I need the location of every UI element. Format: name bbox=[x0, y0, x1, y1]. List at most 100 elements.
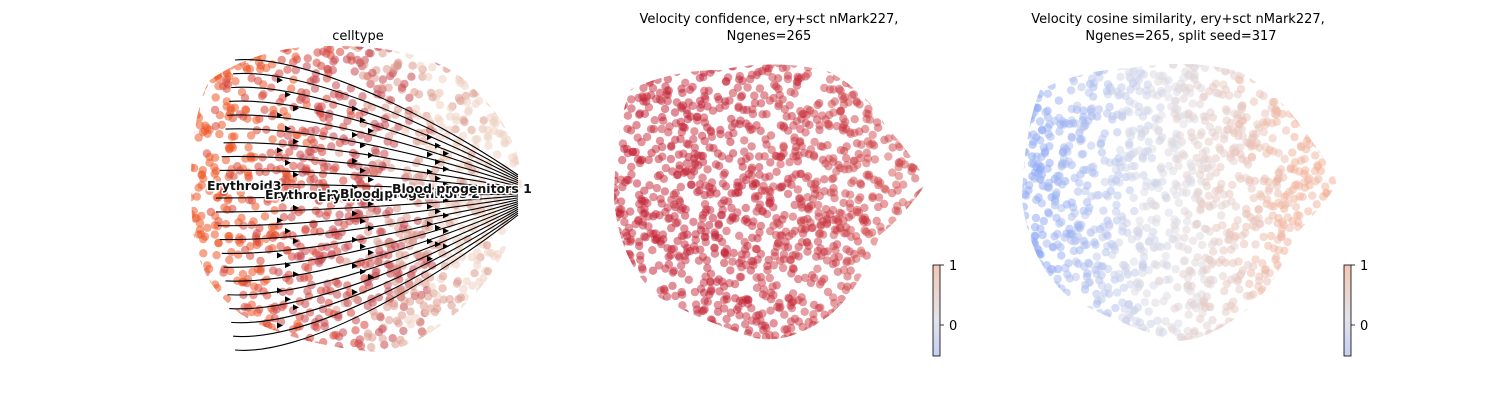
cosine-similarity-point bbox=[1086, 63, 1096, 71]
celltype-point bbox=[499, 116, 508, 125]
confidence-point bbox=[862, 109, 871, 118]
cosine-similarity-point bbox=[1309, 230, 1319, 239]
cosine-similarity-point bbox=[1052, 313, 1061, 322]
cosine-similarity-point bbox=[1064, 157, 1074, 166]
celltype-point bbox=[497, 129, 506, 139]
confidence-point bbox=[922, 331, 925, 340]
cosine-similarity-scatter bbox=[1022, 63, 1337, 349]
cosine-similarity-point bbox=[1322, 328, 1331, 337]
celltype-point bbox=[190, 277, 200, 286]
celltype-point bbox=[465, 62, 474, 71]
celltype-point bbox=[482, 241, 492, 250]
celltype-point bbox=[430, 307, 440, 317]
celltype-point bbox=[214, 55, 223, 64]
cosine-similarity-point bbox=[1319, 295, 1328, 304]
cosine-similarity-point bbox=[1245, 279, 1254, 289]
cosine-similarity-point bbox=[1335, 173, 1337, 182]
cosine-similarity-point bbox=[1105, 102, 1114, 112]
cosine-similarity-point bbox=[1269, 63, 1278, 65]
confidence-point bbox=[803, 247, 812, 256]
celltype-point bbox=[227, 50, 237, 60]
celltype-point bbox=[210, 105, 220, 115]
cosine-similarity-point bbox=[1138, 268, 1147, 278]
streamline bbox=[215, 195, 519, 213]
confidence-point bbox=[653, 343, 661, 351]
celltype-point bbox=[483, 267, 493, 276]
confidence-point bbox=[902, 294, 911, 303]
confidence-point bbox=[841, 285, 851, 295]
celltype-point bbox=[505, 277, 514, 287]
confidence-point bbox=[900, 101, 910, 110]
celltype-label-erythroid3: Erythroid3 bbox=[207, 178, 281, 193]
cosine-similarity-point bbox=[1120, 261, 1129, 270]
celltype-point bbox=[513, 45, 522, 51]
cosine-similarity-point bbox=[1119, 63, 1128, 70]
cosine-similarity-point bbox=[1289, 341, 1297, 349]
celltype-point bbox=[233, 62, 243, 71]
confidence-point bbox=[825, 64, 835, 74]
confidence-point bbox=[827, 338, 836, 340]
cosine-similarity-point bbox=[1312, 110, 1321, 119]
confidence-point bbox=[761, 292, 771, 301]
cosine-similarity-point bbox=[1273, 189, 1283, 198]
cosine-similarity-point bbox=[1161, 317, 1170, 326]
celltype-point bbox=[212, 251, 221, 260]
confidence-point bbox=[664, 252, 673, 261]
celltype-point bbox=[515, 149, 522, 158]
confidence-point bbox=[854, 65, 864, 74]
cosine-similarity-point bbox=[1078, 338, 1088, 341]
celltype-point bbox=[451, 308, 460, 317]
confidence-point bbox=[653, 67, 663, 76]
celltype-point bbox=[475, 322, 485, 331]
confidence-point bbox=[750, 98, 760, 108]
confidence-point bbox=[914, 279, 923, 288]
celltype-labels: Erythroid3 Erythroid2 Erythroid1 Blood p… bbox=[206, 177, 534, 206]
confidence-point bbox=[920, 83, 925, 92]
cosine-similarity-point bbox=[1022, 112, 1027, 121]
celltype-point bbox=[378, 334, 387, 343]
confidence-point bbox=[780, 54, 788, 62]
confidence-point bbox=[747, 341, 755, 349]
confidence-point bbox=[844, 333, 853, 340]
cosine-similarity-point bbox=[1307, 262, 1316, 271]
confidence-point bbox=[891, 252, 900, 262]
streamline-arrow bbox=[435, 175, 441, 182]
celltype-point bbox=[453, 207, 462, 216]
celltype-point bbox=[503, 257, 512, 267]
confidence-point bbox=[690, 127, 699, 136]
confidence-point bbox=[864, 322, 874, 331]
cosine-similarity-point bbox=[1173, 283, 1182, 292]
cosine-similarity-point bbox=[1265, 317, 1274, 326]
streamline bbox=[225, 128, 519, 186]
confidence-point bbox=[850, 115, 859, 124]
cosine-similarity-point bbox=[1274, 214, 1283, 223]
celltype-point bbox=[471, 99, 480, 109]
confidence-point bbox=[868, 139, 877, 148]
celltype-point bbox=[324, 298, 333, 308]
confidence-point bbox=[843, 160, 852, 170]
celltype-point bbox=[518, 74, 522, 83]
cosine-similarity-point bbox=[1022, 190, 1030, 199]
celltype-point bbox=[401, 190, 411, 200]
cosine-similarity-point bbox=[1088, 92, 1098, 101]
cosine-similarity-point bbox=[1264, 216, 1273, 225]
cosine-similarity-point bbox=[1118, 112, 1127, 122]
confidence-point bbox=[630, 71, 639, 81]
cosine-similarity-point bbox=[1082, 318, 1092, 327]
cosine-similarity-point bbox=[1126, 85, 1135, 94]
confidence-point bbox=[783, 339, 793, 340]
celltype-point bbox=[482, 45, 491, 54]
confidence-point bbox=[706, 277, 715, 287]
cosine-similarity-point bbox=[1320, 258, 1329, 267]
celltype-point bbox=[413, 216, 422, 225]
confidence-point bbox=[707, 132, 716, 141]
celltype-point bbox=[224, 72, 234, 81]
cosine-similarity-point bbox=[1116, 63, 1125, 67]
confidence-point bbox=[782, 112, 791, 121]
confidence-point bbox=[792, 117, 801, 126]
celltype-point bbox=[504, 52, 513, 62]
confidence-point bbox=[636, 156, 645, 165]
cosine-similarity-point bbox=[1329, 224, 1337, 234]
confidence-point bbox=[852, 75, 861, 85]
panel2-title-line1: Velocity confidence, ery+sct nMark227, bbox=[640, 12, 899, 27]
